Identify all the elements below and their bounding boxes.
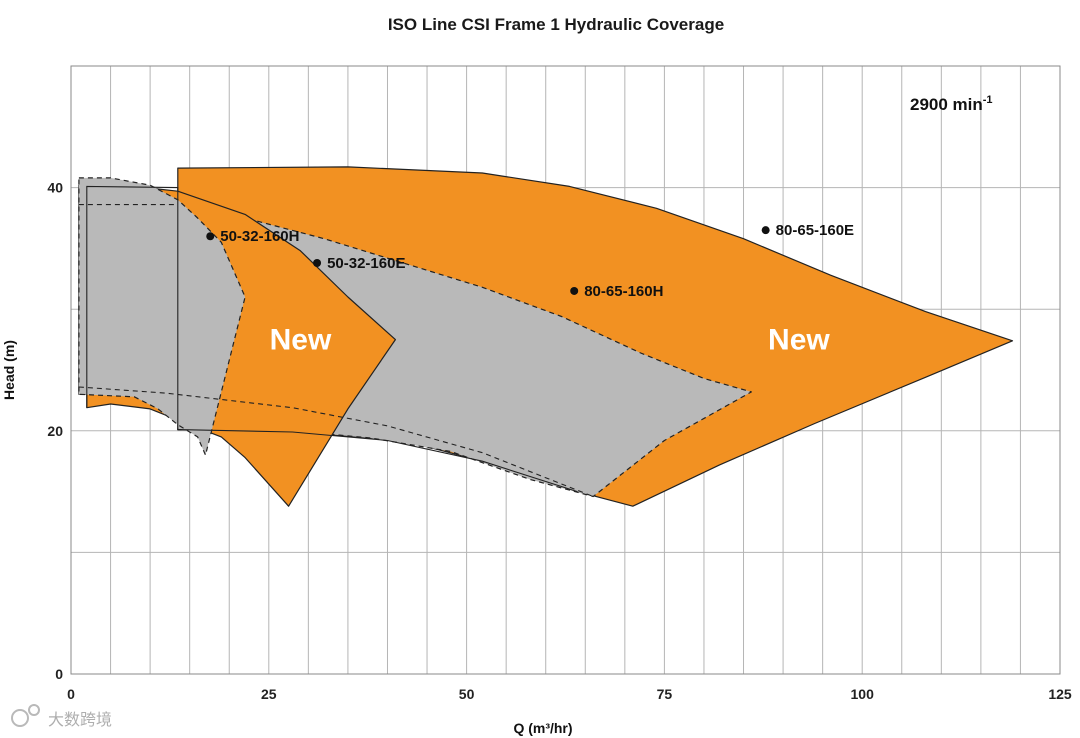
- point-marker: [206, 232, 215, 241]
- y-axis-label: Head (m): [1, 340, 17, 400]
- y-tick-label: 40: [47, 180, 63, 196]
- boundary-lines: [78, 185, 594, 498]
- plot-border: [70, 65, 1061, 675]
- speed-superscript: -1: [983, 94, 993, 106]
- x-tick-label: 100: [851, 686, 875, 702]
- x-axis-label: Q (m³/hr): [513, 720, 572, 736]
- point-label: 50-32-160H: [220, 228, 299, 245]
- line-50-32-160E-lower-curve: [177, 429, 578, 493]
- watermark: 大数跨境: [11, 704, 112, 729]
- point-marker: [570, 286, 579, 295]
- point-label: 50-32-160E: [327, 255, 405, 272]
- region-50-32-160H: [78, 177, 246, 456]
- x-tick-label: 75: [657, 686, 673, 702]
- duty-points: 50-32-160H 50-32-160E 80-65-160H 80-65-160E: [206, 222, 854, 300]
- new-label: New: [768, 324, 830, 357]
- speed-label: 2900 min-1: [910, 94, 993, 114]
- x-tick-label: 25: [261, 686, 277, 702]
- x-tick-label: 0: [67, 686, 75, 702]
- x-tick-label: 125: [1048, 686, 1072, 702]
- point-marker: [313, 258, 322, 267]
- axis-ticks: 0 25 50 75 100 125 0 20 40: [47, 180, 1071, 702]
- point-marker: [761, 226, 770, 235]
- watermark-logo-dot: [28, 704, 40, 716]
- new-labels: New New: [270, 324, 831, 357]
- point-label: 80-65-160H: [584, 283, 663, 300]
- chart-title: ISO Line CSI Frame 1 Hydraulic Coverage: [388, 15, 724, 34]
- speed-value: 2900 min: [910, 95, 983, 114]
- watermark-logo-icon: [11, 709, 29, 727]
- coverage-regions: [78, 166, 1014, 507]
- watermark-text: 大数跨境: [48, 710, 112, 729]
- line-50-32-160H-lower-curve: [78, 386, 594, 498]
- y-tick-label: 0: [55, 666, 63, 682]
- x-tick-label: 50: [459, 686, 475, 702]
- line-50-32-160E-frame: [86, 185, 179, 430]
- y-tick-label: 20: [47, 423, 63, 439]
- point-label: 80-65-160E: [776, 222, 854, 239]
- new-label: New: [270, 324, 332, 357]
